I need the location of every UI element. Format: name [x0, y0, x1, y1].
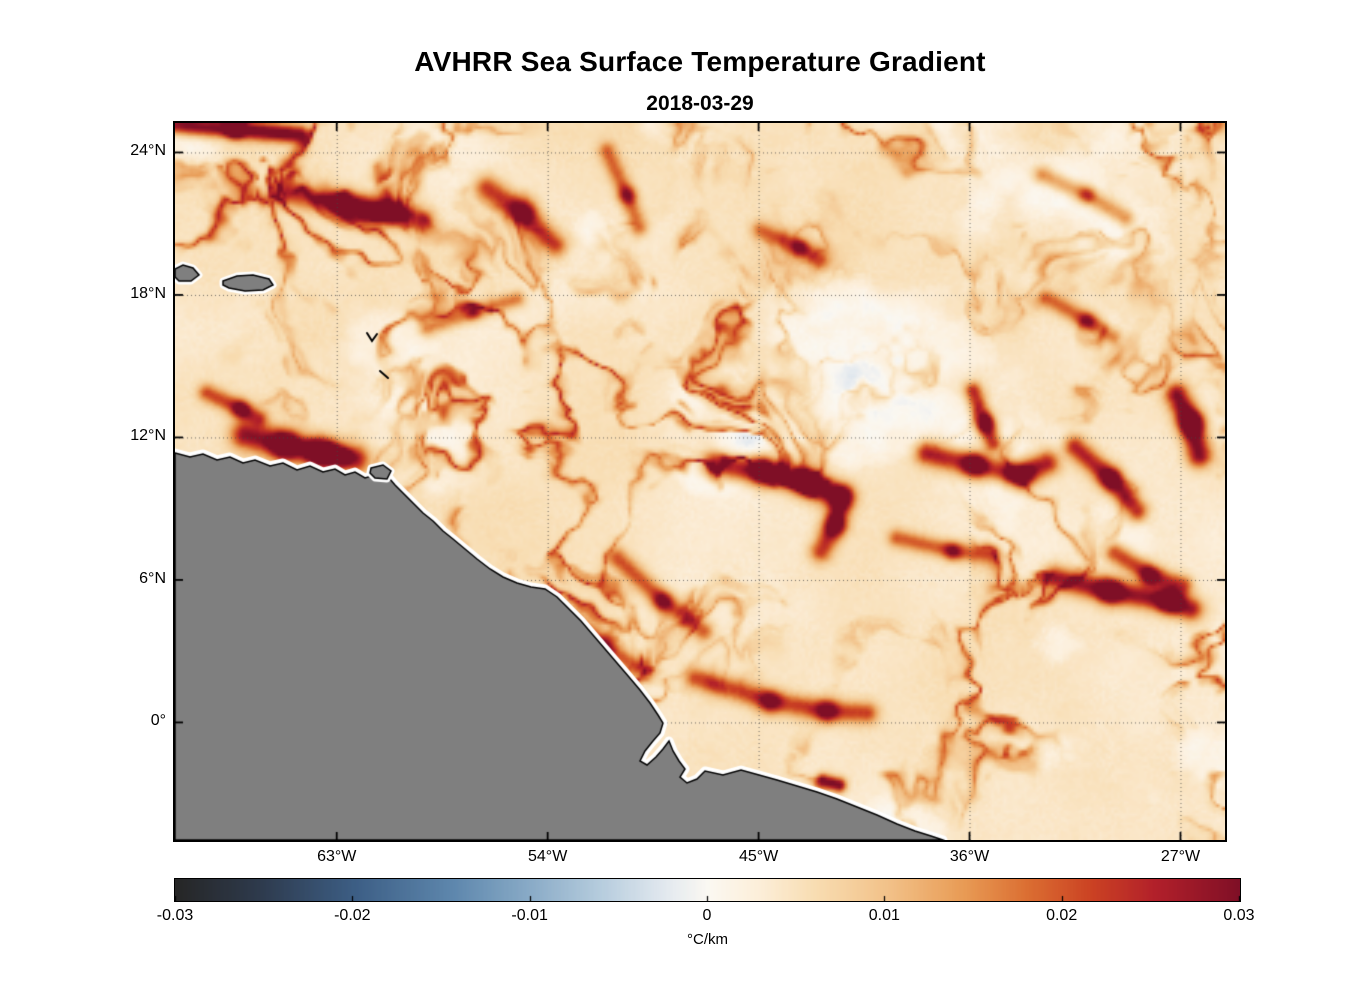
chart-date-subtitle: 2018-03-29 [646, 92, 754, 115]
x-tick-label: 36°W [949, 848, 990, 865]
y-tick-label: 18°N [130, 284, 166, 302]
colorbar-unit-label: °C/km [687, 931, 728, 948]
y-tick-label: 12°N [130, 427, 166, 445]
colorbar-tick-label: 0.01 [868, 907, 900, 924]
sst-gradient-map-canvas [175, 123, 1225, 840]
colorbar-tick-label: 0.03 [1223, 907, 1255, 924]
colorbar-tick-label: -0.01 [511, 907, 548, 924]
x-tick-label: 45°W [738, 848, 779, 865]
colorbar-tick-label: 0.02 [1046, 907, 1078, 924]
y-tick-label: 24°N [130, 142, 166, 160]
x-tick-label: 54°W [528, 848, 568, 865]
x-tick-label: 63°W [317, 848, 357, 865]
colorbar-tick-label: -0.03 [156, 907, 194, 924]
y-tick-label: 6°N [139, 569, 166, 587]
colorbar-tick-label: -0.02 [334, 907, 371, 924]
colorbar-canvas [175, 879, 1240, 901]
chart-title: AVHRR Sea Surface Temperature Gradient [414, 46, 986, 77]
x-tick-label: 27°W [1160, 848, 1201, 865]
colorbar-tick-label: 0 [702, 907, 712, 924]
y-tick-label: 0° [150, 712, 166, 730]
